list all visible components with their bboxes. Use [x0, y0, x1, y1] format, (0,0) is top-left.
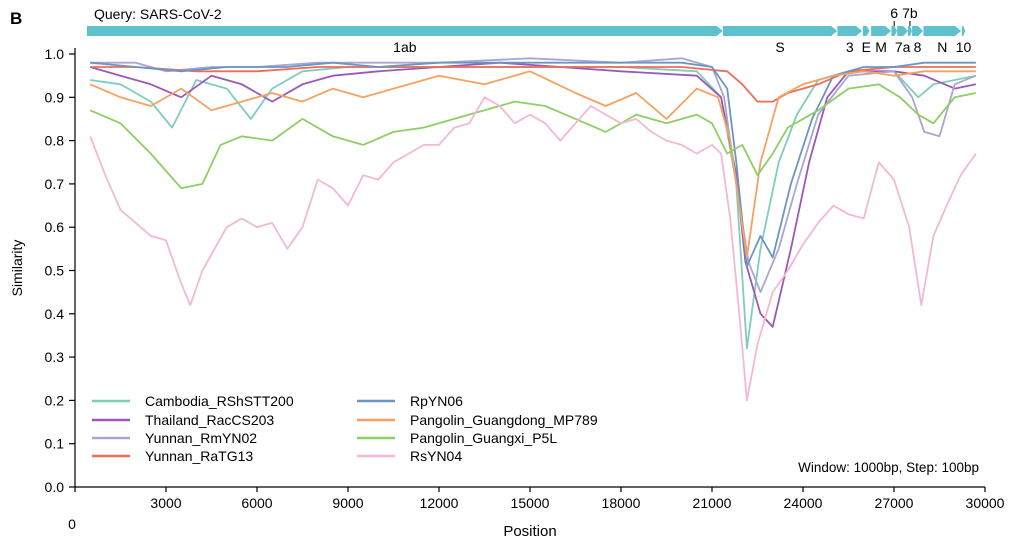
y-tick-label: 0.6 [45, 219, 65, 235]
gene-arrow-m [871, 26, 892, 36]
gene-arrow-7a [897, 26, 909, 36]
legend-item-thailand-raccs203[interactable]: Thailand_RacCS203 [92, 412, 274, 428]
y-tick-label: 1.0 [45, 46, 65, 62]
legend[interactable]: Cambodia_RShSTT200 Thailand_RacCS203 Yunna… [92, 393, 598, 464]
legend-item-cambodia-rshstt200[interactable]: Cambodia_RShSTT200 [92, 393, 294, 409]
y-tick-label: 0.9 [45, 89, 65, 105]
gene-label-n: N [937, 39, 947, 55]
gene-label-3: 3 [846, 39, 854, 55]
window-note: Window: 1000bp, Step: 100bp [798, 460, 979, 475]
gene-arrow-10 [961, 26, 966, 36]
gene-label-6: 6 [890, 5, 898, 21]
y-tick-label: 0.1 [45, 436, 65, 452]
x-tick-label: 15000 [511, 495, 550, 511]
y-axis-label: Similarity [9, 240, 25, 297]
legend-item-yunnan-rmyn02[interactable]: Yunnan_RmYN02 [92, 430, 257, 446]
legend-label: Yunnan_RaTG13 [145, 448, 253, 464]
y-tick-label: 0.7 [45, 176, 65, 192]
y-tick-group: 0.0 0.1 0.2 0.3 0.4 0.5 0.6 0.7 0.8 0.9 1.0 [45, 46, 75, 495]
legend-label: RpYN06 [410, 393, 463, 409]
gene-arrow-3 [837, 26, 863, 36]
gene-label-m: M [875, 39, 887, 55]
gene-label-7b: 7b [902, 5, 918, 21]
x-tick-label: 3000 [150, 495, 181, 511]
legend-label: Pangolin_Guangxi_P5L [410, 430, 557, 446]
legend-item-rpyn06[interactable]: RpYN06 [357, 393, 463, 409]
series-line-cambodia-rshstt200 [90, 66, 977, 350]
gene-arrow-7b [907, 26, 912, 36]
series-line-pangolin-guangdong-mp789 [89, 70, 976, 259]
gene-label-7a: 7a [895, 39, 911, 55]
gene-arrow-8 [912, 26, 924, 36]
y-tick-label: 0.3 [45, 349, 65, 365]
series-line-pangolin-guangxi-p5l [89, 83, 977, 190]
gene-label-s: S [775, 39, 784, 55]
gene-arrow-n [923, 26, 962, 36]
y-tick-label: 0.0 [45, 479, 65, 495]
legend-label: Cambodia_RShSTT200 [145, 393, 294, 409]
y-tick-label: 0.4 [45, 306, 65, 322]
x-tick-label: 30000 [966, 495, 1005, 511]
panel-letter: B [10, 9, 22, 28]
series-line-thailand-raccs203 [89, 61, 977, 328]
gene-label-10: 10 [956, 39, 972, 55]
series-lines [89, 57, 977, 402]
x-tick-label: 21000 [693, 495, 732, 511]
legend-label: RsYN04 [410, 448, 462, 464]
x-tick-label: 9000 [332, 495, 363, 511]
y-tick-label: 0.8 [45, 133, 65, 149]
gene-label-1ab: 1ab [393, 39, 417, 55]
x-tick-label: 18000 [602, 495, 641, 511]
x-tick-label: 6000 [241, 495, 272, 511]
legend-label: Yunnan_RmYN02 [145, 430, 257, 446]
gene-label-e: E [862, 39, 871, 55]
y-tick-label: 0.5 [45, 263, 65, 279]
x-tick-label: 27000 [875, 495, 914, 511]
gene-arrow-s [723, 26, 838, 36]
x-tick-label: 0 [68, 516, 76, 532]
gene-arrow-6 [891, 26, 897, 36]
series-line-rsyn04 [89, 96, 977, 402]
legend-item-rsyn04[interactable]: RsYN04 [357, 448, 462, 464]
legend-label: Thailand_RacCS203 [145, 412, 274, 428]
legend-item-pangolin-guangxi-p5l[interactable]: Pangolin_Guangxi_P5L [357, 430, 557, 446]
x-tick-label: 24000 [784, 495, 823, 511]
gene-arrow-e [862, 26, 870, 36]
legend-label: Pangolin_Guangdong_MP789 [410, 412, 598, 428]
x-tick-group: 0 3000 6000 9000 12000 15000 18000 21000 24000 27… [68, 487, 1005, 532]
x-tick-label: 12000 [420, 495, 459, 511]
legend-item-pangolin-guangdong-mp789[interactable]: Pangolin_Guangdong_MP789 [357, 412, 598, 428]
gene-track: 1ab S 3 E M 6 7a 7b 8 N 10 [86, 5, 972, 55]
gene-arrow-1ab [86, 26, 723, 36]
legend-item-yunnan-ratg13[interactable]: Yunnan_RaTG13 [92, 448, 253, 464]
y-tick-label: 0.2 [45, 392, 65, 408]
x-axis-label: Position [503, 523, 556, 540]
query-label: Query: SARS-CoV-2 [94, 6, 222, 22]
gene-label-8: 8 [914, 39, 922, 55]
